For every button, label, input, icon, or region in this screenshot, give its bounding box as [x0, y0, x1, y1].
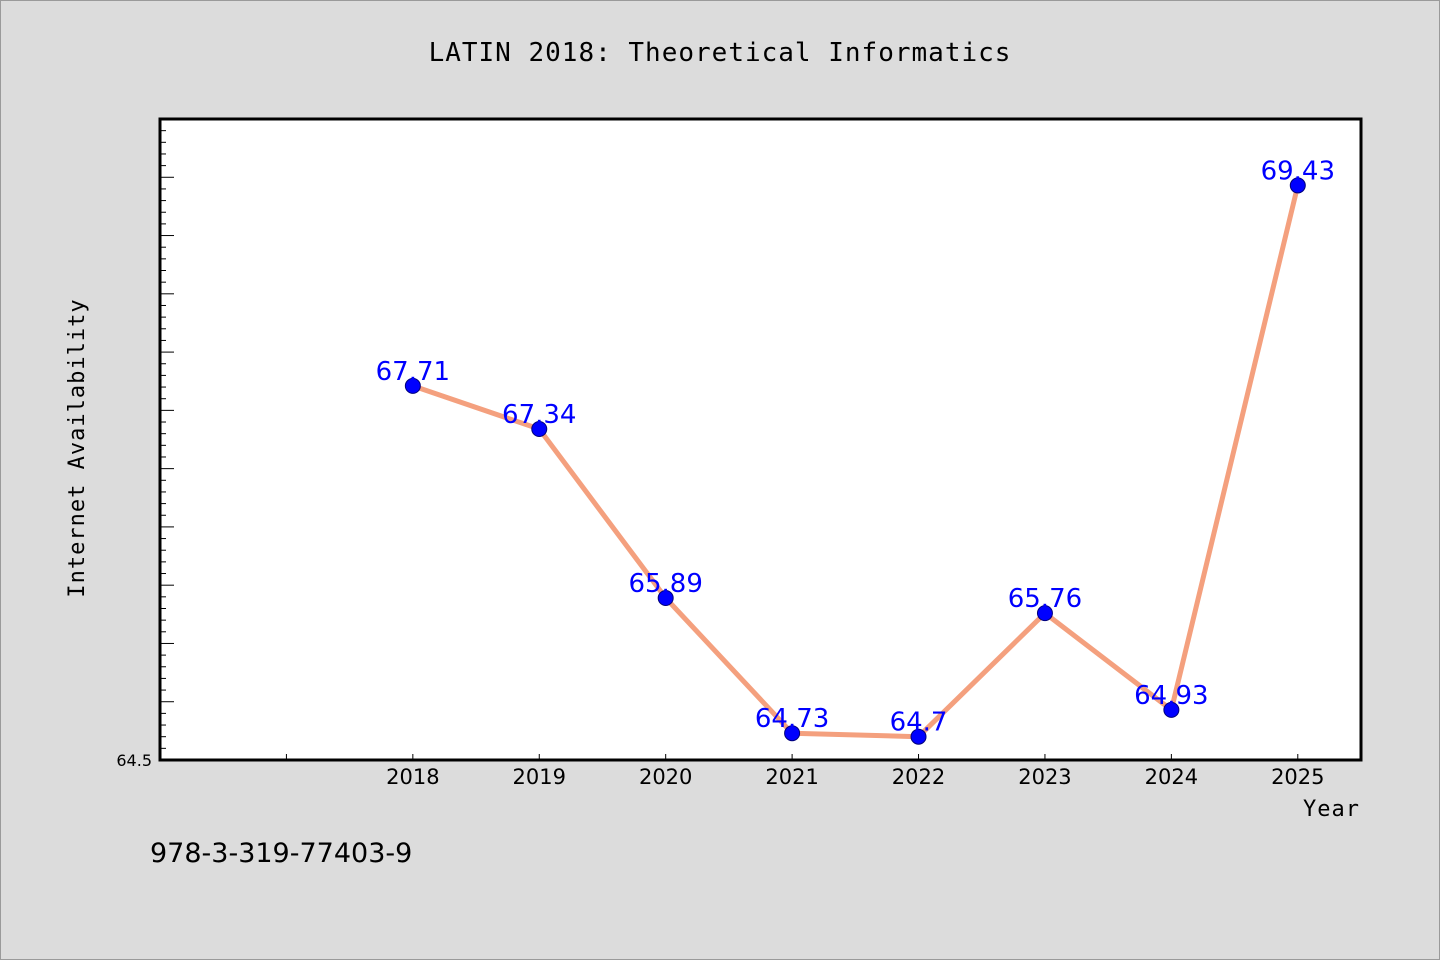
data-label: 65.76 — [1008, 584, 1082, 614]
series-line — [410, 182, 1301, 740]
data-label: 67.71 — [376, 357, 450, 387]
x-tick-label: 2018 — [386, 765, 439, 789]
series-group: 67.71 67.34 65.89 64.73 64.7 65.76 64.93 69.43 — [376, 156, 1335, 745]
chart-title: LATIN 2018: Theoretical Informatics — [429, 38, 1012, 68]
data-label: 69.43 — [1261, 156, 1335, 186]
x-axis-label: Year — [1303, 797, 1360, 822]
data-label: 65.89 — [628, 569, 702, 599]
data-label: 64.73 — [755, 704, 829, 734]
x-axis-ticks: 2018 2019 2020 2021 2022 2023 2024 2025 — [285, 754, 1325, 789]
x-tick-label: 2025 — [1271, 765, 1324, 789]
data-point — [657, 590, 674, 607]
y-axis-label: Internet Availability — [65, 298, 90, 597]
data-point — [784, 725, 801, 742]
plot-area — [158, 117, 1363, 762]
data-label: 64.7 — [890, 708, 948, 738]
x-tick-label: 2024 — [1145, 765, 1198, 789]
x-tick-label: 2020 — [639, 765, 692, 789]
data-point — [404, 377, 421, 394]
data-label: 64.93 — [1134, 681, 1208, 711]
data-point — [1289, 177, 1306, 194]
data-label: 67.34 — [502, 400, 576, 430]
y-axis-ticks: 64.5 — [116, 130, 174, 770]
x-tick-label: 2019 — [513, 765, 566, 789]
x-tick-label: 2022 — [892, 765, 945, 789]
x-tick-label: 2023 — [1018, 765, 1071, 789]
data-point — [1163, 701, 1180, 718]
data-point — [531, 421, 548, 438]
footer-text: 978-3-319-77403-9 — [150, 838, 412, 869]
x-tick-label: 2021 — [765, 765, 818, 789]
data-point — [1036, 605, 1053, 622]
y-tick-label: 64.5 — [116, 751, 152, 770]
data-point — [910, 728, 927, 745]
